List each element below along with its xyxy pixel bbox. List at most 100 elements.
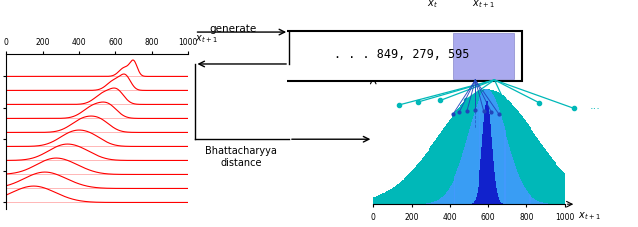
Bar xyxy=(452,115,454,204)
Bar xyxy=(457,169,458,204)
Text: $x_{t+1}$: $x_{t+1}$ xyxy=(578,209,601,221)
Bar xyxy=(406,176,408,204)
Bar xyxy=(440,198,441,204)
Bar xyxy=(535,136,537,204)
Bar xyxy=(429,203,431,204)
Bar xyxy=(547,203,548,204)
Bar xyxy=(420,161,421,204)
Bar xyxy=(528,194,530,204)
Bar xyxy=(375,197,376,204)
Bar xyxy=(410,172,412,204)
Bar xyxy=(494,91,495,204)
Bar xyxy=(499,111,500,204)
Bar xyxy=(480,91,482,204)
Bar xyxy=(414,168,415,204)
Bar xyxy=(497,194,498,204)
Bar xyxy=(416,166,417,204)
Bar xyxy=(434,202,435,204)
Bar xyxy=(486,90,487,204)
Bar xyxy=(519,113,520,204)
Bar xyxy=(460,160,461,204)
Bar xyxy=(393,188,394,204)
Bar xyxy=(476,93,477,204)
Bar xyxy=(480,159,482,204)
Bar xyxy=(422,159,423,204)
Bar xyxy=(476,197,477,204)
Bar xyxy=(526,191,528,204)
Bar xyxy=(546,203,547,204)
Bar xyxy=(501,120,503,204)
Bar xyxy=(495,91,496,204)
Bar xyxy=(509,102,510,204)
Bar xyxy=(385,192,386,204)
Bar xyxy=(424,156,425,204)
Bar xyxy=(521,116,522,204)
Bar xyxy=(465,143,466,204)
Bar xyxy=(467,137,468,204)
Bar xyxy=(545,203,546,204)
Text: $x_{t+1}$: $x_{t+1}$ xyxy=(472,0,495,10)
Bar xyxy=(445,126,446,204)
Bar xyxy=(526,123,528,204)
Bar xyxy=(495,100,496,204)
Bar xyxy=(493,91,494,204)
Bar xyxy=(396,185,397,204)
Bar xyxy=(469,130,470,204)
Bar xyxy=(463,150,464,204)
Bar xyxy=(500,202,501,204)
Bar xyxy=(462,154,463,204)
Bar xyxy=(470,126,471,204)
Bar xyxy=(561,170,562,204)
Bar xyxy=(546,151,547,204)
Bar xyxy=(399,182,401,204)
Bar xyxy=(554,163,556,204)
Bar xyxy=(492,150,493,204)
Bar xyxy=(378,195,380,204)
Bar xyxy=(543,203,544,204)
Text: Bhattacharyya
distance: Bhattacharyya distance xyxy=(205,145,277,167)
Bar xyxy=(520,179,521,204)
Text: . . . 849, 279, 595: . . . 849, 279, 595 xyxy=(334,47,470,61)
Bar xyxy=(449,188,450,204)
Bar xyxy=(491,93,492,204)
Bar xyxy=(508,144,509,204)
Bar xyxy=(475,200,476,204)
Bar xyxy=(550,156,551,204)
Bar xyxy=(448,122,449,204)
Bar xyxy=(496,188,497,204)
Bar xyxy=(417,165,418,204)
Bar xyxy=(500,114,501,204)
Bar xyxy=(471,96,472,204)
Bar xyxy=(467,99,468,204)
Bar xyxy=(403,180,404,204)
Bar xyxy=(563,173,564,204)
Bar xyxy=(439,134,440,204)
Bar xyxy=(391,189,392,204)
Bar xyxy=(436,201,437,204)
Bar xyxy=(497,105,498,204)
Bar xyxy=(373,197,374,204)
Bar xyxy=(440,133,441,204)
Bar xyxy=(505,98,507,204)
Bar xyxy=(459,107,460,204)
Bar xyxy=(538,140,539,204)
Bar xyxy=(494,98,495,204)
Bar xyxy=(530,196,531,204)
Bar xyxy=(522,117,523,204)
Bar xyxy=(530,128,531,204)
Bar xyxy=(478,100,480,204)
Bar xyxy=(536,137,537,204)
Bar xyxy=(528,125,529,204)
Bar xyxy=(488,90,489,204)
Bar xyxy=(415,167,416,204)
Bar xyxy=(496,102,497,204)
Bar xyxy=(395,186,396,204)
Bar xyxy=(537,201,538,204)
Bar xyxy=(549,155,550,204)
Bar xyxy=(386,192,387,204)
Bar xyxy=(532,198,533,204)
Bar xyxy=(497,92,498,204)
Bar xyxy=(442,130,443,204)
Bar xyxy=(496,92,497,204)
Bar xyxy=(540,202,541,204)
